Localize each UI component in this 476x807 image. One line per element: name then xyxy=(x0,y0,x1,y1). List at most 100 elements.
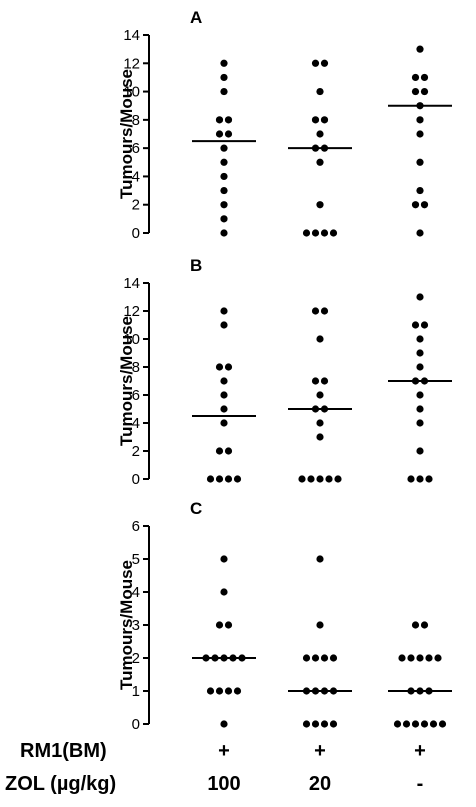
panel-a-group-3-point xyxy=(411,201,420,209)
panel-b-group-2-point xyxy=(320,377,329,385)
panel-c-group-3-point xyxy=(393,720,402,728)
panel-b-y-tick-label: 14 xyxy=(123,275,140,292)
rm1-value: + xyxy=(218,740,230,762)
panel-b-group-1-point xyxy=(224,363,233,371)
panel-a-group-2-point xyxy=(320,229,329,237)
panel-c-group-3-point xyxy=(438,720,447,728)
panel-b-group-2-point xyxy=(311,307,320,315)
panel-b-group-2-point xyxy=(316,335,324,343)
panel-b-y-axis-label: Tumours/Mouse xyxy=(117,316,136,446)
panel-a-group-3-point xyxy=(411,73,420,82)
panel-c-group-3-point xyxy=(411,720,420,728)
panel-a-group-1-point xyxy=(220,172,228,181)
rm1-value: + xyxy=(314,740,326,762)
zol-dose-value: 100 xyxy=(207,773,240,795)
panel-c-y-tick-label: 0 xyxy=(132,716,140,733)
panel-a-group-2-point xyxy=(311,229,320,237)
panel-c-group-2-point xyxy=(316,621,324,629)
panel-b-group-3-point xyxy=(416,363,424,371)
panel-a-group-2-point xyxy=(316,87,324,96)
panel-b-group-1-point xyxy=(220,419,228,427)
panel-b-group-1-point xyxy=(224,475,233,483)
panel-c-group-3-point xyxy=(420,621,429,629)
panel-b-group-3-point xyxy=(416,405,424,413)
panel-c-group-1-point xyxy=(220,555,228,563)
panel-c-group-2-point xyxy=(302,720,311,728)
panel-b-group-3-point xyxy=(416,349,424,357)
panel-b-group-1-point xyxy=(220,391,228,399)
panel-a-group-2-point xyxy=(302,229,311,237)
panel-b-group-1-point xyxy=(233,475,242,483)
panel-b-group-2-point xyxy=(307,475,315,483)
panel-a-group-1-point xyxy=(220,158,228,166)
panel-b-group-1-point xyxy=(220,321,228,329)
panel-b-group-3-point xyxy=(407,475,415,483)
panel-a-group-3-point xyxy=(416,45,424,53)
panel-a-group-1-point xyxy=(220,215,228,223)
zol-dose-value: 20 xyxy=(309,773,331,795)
panel-b-group-2-point xyxy=(298,475,306,483)
panel-c-group-2-point xyxy=(329,720,338,728)
panel-c-group-3-point xyxy=(416,654,424,662)
panel-b-group-1-point xyxy=(206,475,215,483)
panel-c-group-3-point xyxy=(402,720,411,728)
panel-c-group-1-point xyxy=(215,687,224,695)
panel-c-group-1-point xyxy=(220,588,228,596)
panel-b-letter: B xyxy=(190,256,202,275)
panel-a-group-1-point xyxy=(220,229,228,237)
panel-c-group-3-point xyxy=(411,621,420,629)
panel-c-group-1-point xyxy=(215,621,224,629)
panel-b-y-tick-label: 2 xyxy=(132,443,140,460)
rm1-value: + xyxy=(414,740,426,762)
panel-c-group-3-point xyxy=(407,654,415,662)
panel-c-group-3-point xyxy=(425,654,433,662)
panel-c-group-2-point xyxy=(320,654,329,662)
panel-a-group-3-point xyxy=(416,116,424,124)
panel-b-group-2-point xyxy=(325,475,333,483)
panel-a-group-1-point xyxy=(220,73,228,82)
panel-a-group-2-point xyxy=(316,158,324,166)
panel-a-group-3-point xyxy=(416,158,424,166)
panel-b-group-1-point xyxy=(215,447,224,455)
panel-b-group-3-point xyxy=(416,447,424,455)
panel-b-group-1-point xyxy=(220,405,228,413)
panel-c-group-3-point xyxy=(429,720,438,728)
panel-a-group-2-point xyxy=(320,59,329,67)
panel-c-letter: C xyxy=(190,499,202,518)
panel-c-group-1-point xyxy=(224,621,233,629)
panel-a-group-3-point xyxy=(420,87,429,96)
panel-b-group-3-point xyxy=(425,475,433,483)
panel-c-group-1-point xyxy=(206,687,215,695)
panel-a-group-1-point xyxy=(220,201,228,209)
row-label-rm1: RM1(BM) xyxy=(20,740,107,762)
panel-a-group-1-point xyxy=(215,130,224,138)
row-label-zol: ZOL (µg/kg) xyxy=(5,773,116,795)
panel-c-group-2-point xyxy=(320,720,329,728)
panel-a-y-tick-label: 8 xyxy=(132,112,140,129)
panel-a-letter: A xyxy=(190,8,202,27)
panel-a-y-tick-label: 12 xyxy=(123,55,140,72)
panel-a-group-1-point xyxy=(220,59,228,67)
panel-b-group-1-point xyxy=(220,307,228,315)
panel-b-group-2-point xyxy=(320,307,329,315)
panel-c-group-1-point xyxy=(224,687,233,695)
panel-a-y-tick-label: 0 xyxy=(132,225,140,242)
panel-a-group-3-point xyxy=(420,201,429,209)
panel-c-group-1-point xyxy=(220,720,228,728)
panel-a-y-tick-label: 10 xyxy=(123,84,140,101)
panel-b-group-3-point xyxy=(416,293,424,301)
panel-a-group-1-point xyxy=(220,87,228,96)
panel-c-group-1-point xyxy=(233,687,242,695)
panel-b-y-tick-label: 12 xyxy=(123,303,140,320)
panel-b-group-3-point xyxy=(416,419,424,427)
panel-c-y-tick-label: 3 xyxy=(132,617,140,634)
panel-a-group-3-point xyxy=(416,186,424,195)
panel-b-group-2-point xyxy=(334,475,342,483)
panel-a-group-1-point xyxy=(220,186,228,195)
panel-b-y-tick-label: 4 xyxy=(132,415,140,432)
panel-b-group-3-point xyxy=(416,475,424,483)
panel-b-y-tick-label: 8 xyxy=(132,359,140,376)
panel-b-group-3-point xyxy=(416,335,424,343)
panel-a-y-tick-label: 2 xyxy=(132,197,140,214)
